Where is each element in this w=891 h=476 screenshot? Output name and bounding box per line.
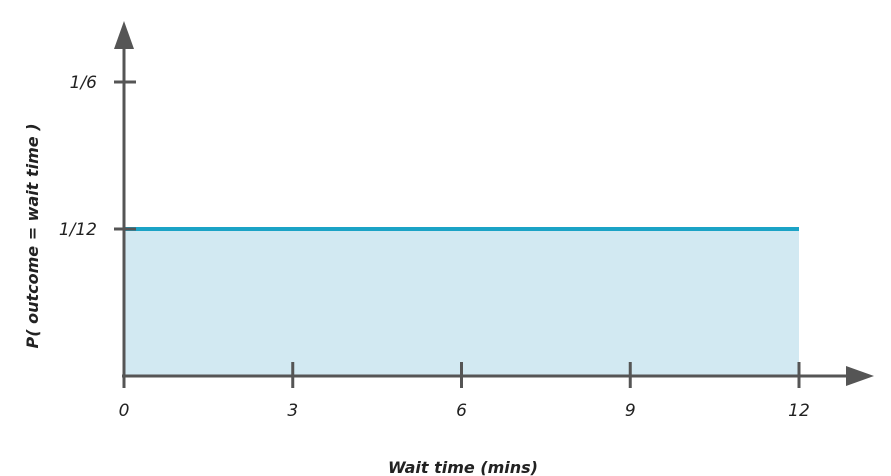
x-axis-label: Wait time (mins)	[388, 458, 538, 476]
x-tick-label: 3	[287, 401, 298, 421]
y-tick-label: 1/6	[70, 73, 98, 93]
x-tick-label: 12	[788, 401, 810, 421]
y-axis-label: P( outcome = wait time )	[23, 123, 42, 348]
x-tick-label: 6	[456, 401, 467, 421]
y-axis-arrow-icon	[114, 21, 134, 49]
x-axis-arrow-icon	[846, 366, 874, 386]
x-tick-label: 9	[625, 401, 636, 421]
x-tick-label: 0	[119, 401, 130, 421]
distribution-area	[124, 229, 799, 376]
y-tick-label: 1/12	[59, 220, 97, 240]
